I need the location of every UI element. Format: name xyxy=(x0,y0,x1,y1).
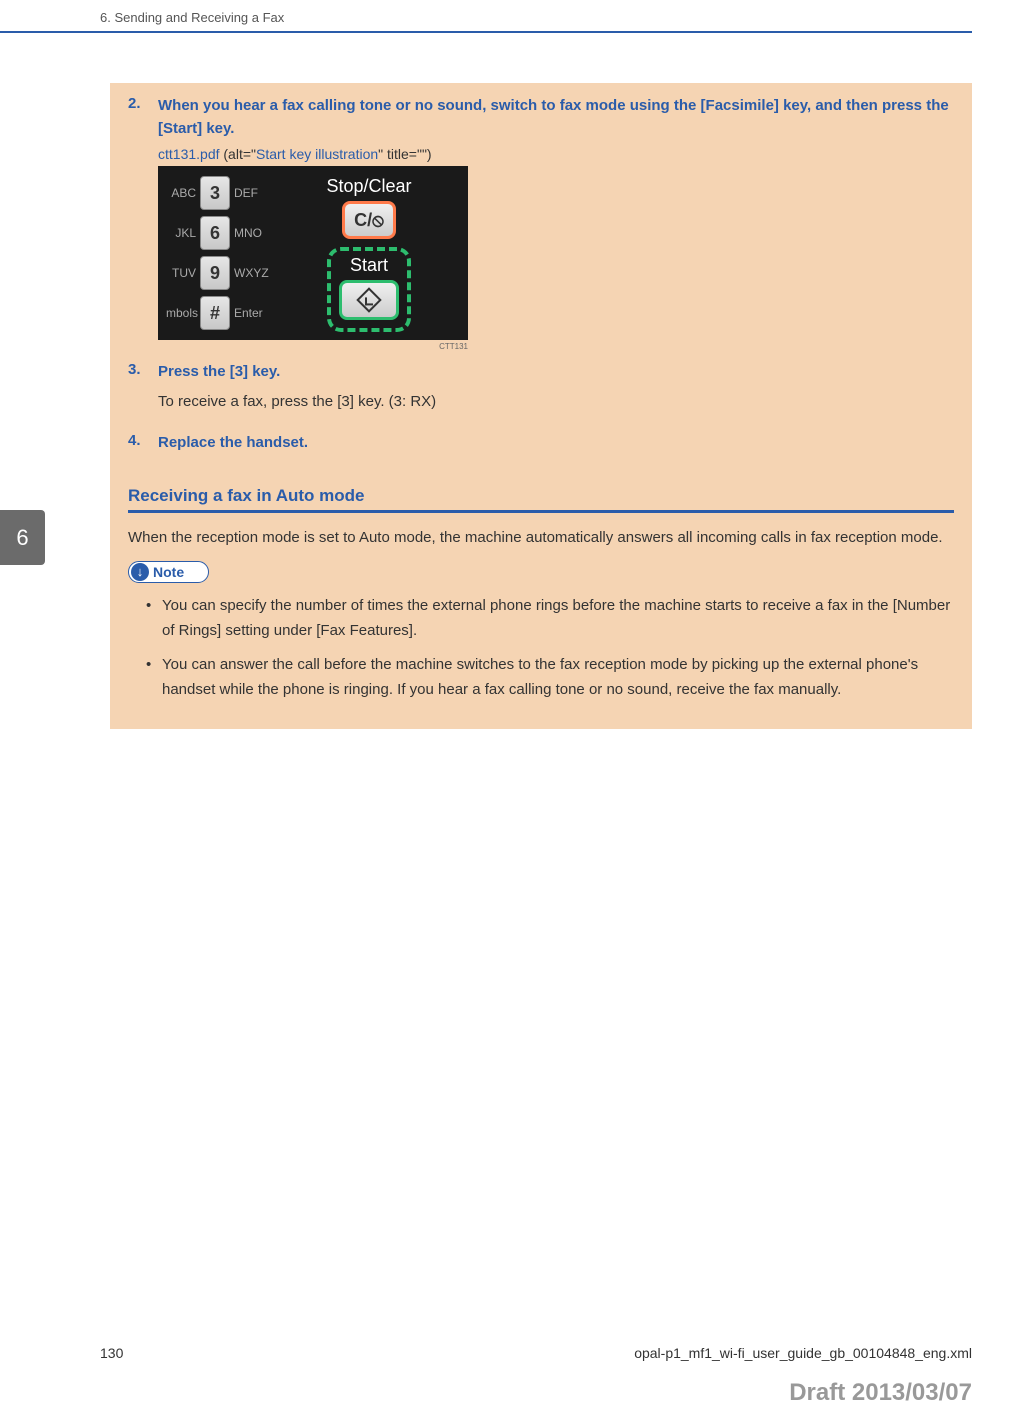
step-3: 3. Press the [3] key. To receive a fax, … xyxy=(128,361,954,422)
chapter-tab: 6 xyxy=(0,510,45,565)
keypad-row: mbols # Enter xyxy=(166,296,268,330)
draft-watermark: Draft 2013/03/07 xyxy=(789,1379,972,1407)
note-bullet-list: You can specify the number of times the … xyxy=(128,593,954,703)
step-2: 2. When you hear a fax calling tone or n… xyxy=(128,95,954,351)
keypad-row: JKL 6 MNO xyxy=(166,216,268,250)
section-rule xyxy=(128,510,954,513)
start-button xyxy=(339,280,399,320)
keypad-right-column: Stop/Clear C/⦸ Start xyxy=(278,176,460,332)
start-highlight-frame: Start xyxy=(327,247,411,332)
step-4: 4. Replace the handset. xyxy=(128,432,954,461)
keypad-key: 6 xyxy=(200,216,230,250)
key-label-left: ABC xyxy=(166,186,196,200)
keypad-key: # xyxy=(200,296,230,330)
start-diamond-icon xyxy=(356,287,381,312)
key-label-left: JKL xyxy=(166,226,196,240)
content-block: 2. When you hear a fax calling tone or n… xyxy=(110,83,972,729)
key-label-right: Enter xyxy=(234,306,268,320)
section-body: When the reception mode is set to Auto m… xyxy=(128,525,954,551)
key-label-right: MNO xyxy=(234,226,268,240)
step-number: 4. xyxy=(128,432,158,461)
stop-clear-label: Stop/Clear xyxy=(326,176,411,197)
keypad-left-column: ABC 3 DEF JKL 6 MNO TUV 9 WXYZ mbols # Enter xyxy=(166,176,268,332)
alt-text: Start key illustration xyxy=(256,146,378,162)
step-text: To receive a fax, press the [3] key. (3:… xyxy=(158,390,954,414)
key-label-right: DEF xyxy=(234,186,268,200)
alt-paren-close: " title="") xyxy=(378,146,431,162)
page-number: 130 xyxy=(100,1345,123,1361)
note-arrow-icon: ↓ xyxy=(131,563,149,581)
step-number: 2. xyxy=(128,95,158,351)
note-label: Note xyxy=(153,564,184,580)
pdf-link[interactable]: ctt131.pdf xyxy=(158,146,220,162)
note-bullet: You can answer the call before the machi… xyxy=(146,652,954,703)
step-title: Press the [3] key. xyxy=(158,361,954,384)
page-footer: 130 opal-p1_mf1_wi-fi_user_guide_gb_0010… xyxy=(0,1345,1032,1361)
keypad-key: 3 xyxy=(200,176,230,210)
section-heading: Receiving a fax in Auto mode xyxy=(128,486,954,506)
alt-paren-open: (alt=" xyxy=(220,146,256,162)
keypad-key: 9 xyxy=(200,256,230,290)
file-reference: ctt131.pdf (alt="Start key illustration"… xyxy=(158,146,954,162)
keypad-row: ABC 3 DEF xyxy=(166,176,268,210)
note-badge: ↓ Note xyxy=(128,561,209,583)
step-number: 3. xyxy=(128,361,158,422)
source-filename: opal-p1_mf1_wi-fi_user_guide_gb_00104848… xyxy=(634,1345,972,1361)
step-title: Replace the handset. xyxy=(158,432,954,455)
stop-clear-button: C/⦸ xyxy=(342,201,396,239)
keypad-illustration: ABC 3 DEF JKL 6 MNO TUV 9 WXYZ mbols # Enter Stop/C… xyxy=(158,166,468,340)
illustration-code: CTT131 xyxy=(158,342,468,351)
page-header: 6. Sending and Receiving a Fax xyxy=(0,0,972,33)
key-label-left: mbols xyxy=(166,306,196,320)
key-label-right: WXYZ xyxy=(234,266,268,280)
keypad-row: TUV 9 WXYZ xyxy=(166,256,268,290)
note-bullet: You can specify the number of times the … xyxy=(146,593,954,644)
step-title: When you hear a fax calling tone or no s… xyxy=(158,95,954,140)
key-label-left: TUV xyxy=(166,266,196,280)
start-label: Start xyxy=(350,255,388,276)
